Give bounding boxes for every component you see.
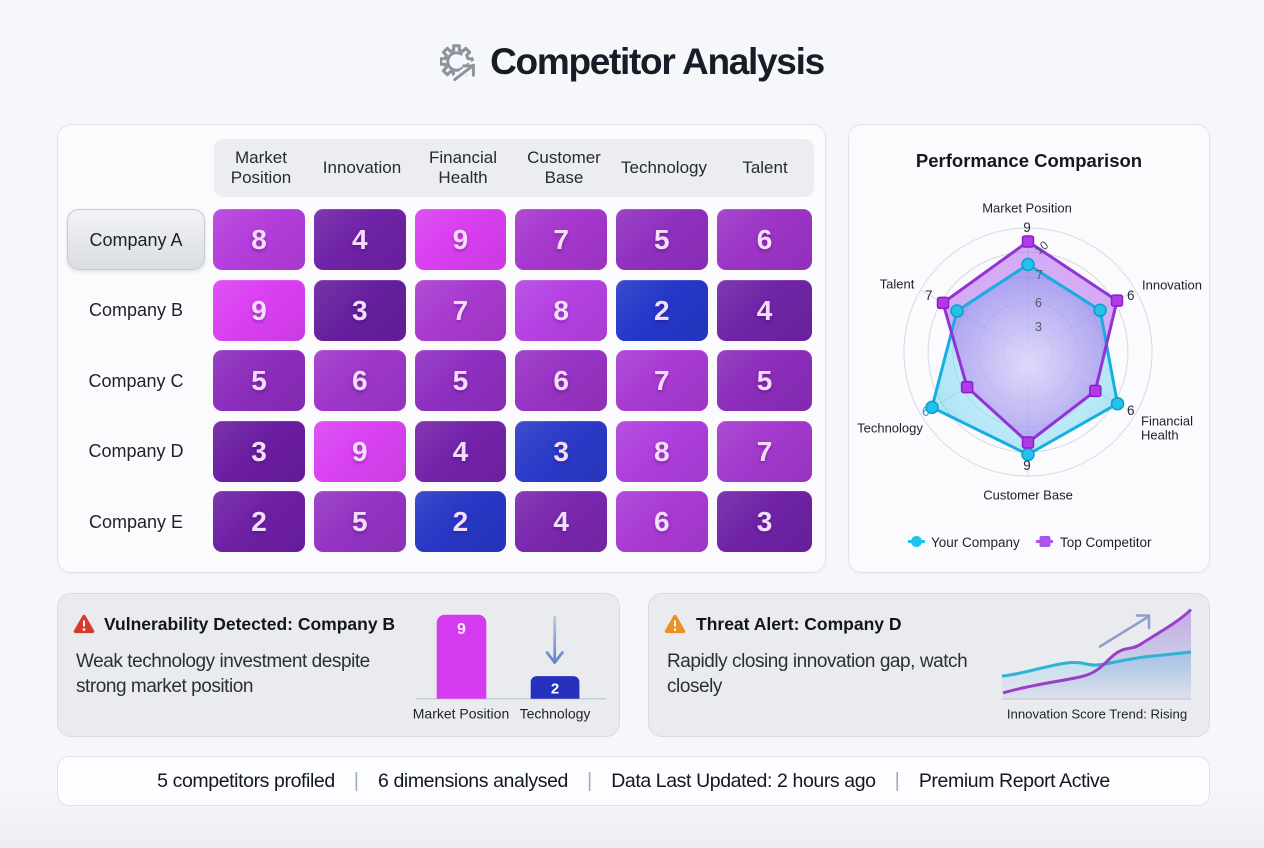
svg-text:6: 6 — [922, 404, 930, 419]
svg-text:6: 6 — [1127, 403, 1135, 418]
svg-text:Your Company: Your Company — [931, 535, 1020, 550]
svg-text:Customer Base: Customer Base — [983, 488, 1073, 503]
svg-text:9: 9 — [1023, 220, 1031, 235]
svg-text:Innovation Score Trend: Rising: Innovation Score Trend: Rising — [1007, 707, 1187, 722]
svg-text:Market Position: Market Position — [982, 201, 1072, 216]
svg-text:9: 9 — [457, 621, 466, 638]
svg-text:9: 9 — [1023, 458, 1031, 473]
svg-text:2: 2 — [551, 681, 559, 698]
svg-text:Innovation: Innovation — [1142, 278, 1202, 293]
svg-text:7: 7 — [1036, 268, 1043, 282]
svg-text:Talent: Talent — [880, 277, 915, 292]
svg-text:3: 3 — [1035, 320, 1042, 334]
svg-text:Technology: Technology — [857, 421, 923, 436]
svg-text:7: 7 — [925, 288, 933, 303]
svg-text:6: 6 — [1035, 296, 1042, 310]
svg-text:Top Competitor: Top Competitor — [1060, 535, 1152, 550]
svg-text:Technology: Technology — [520, 706, 591, 722]
svg-text:Financial: Financial — [1141, 414, 1193, 429]
svg-text:Market Position: Market Position — [413, 706, 509, 722]
svg-text:6: 6 — [1127, 288, 1135, 303]
svg-text:Health: Health — [1141, 428, 1179, 443]
